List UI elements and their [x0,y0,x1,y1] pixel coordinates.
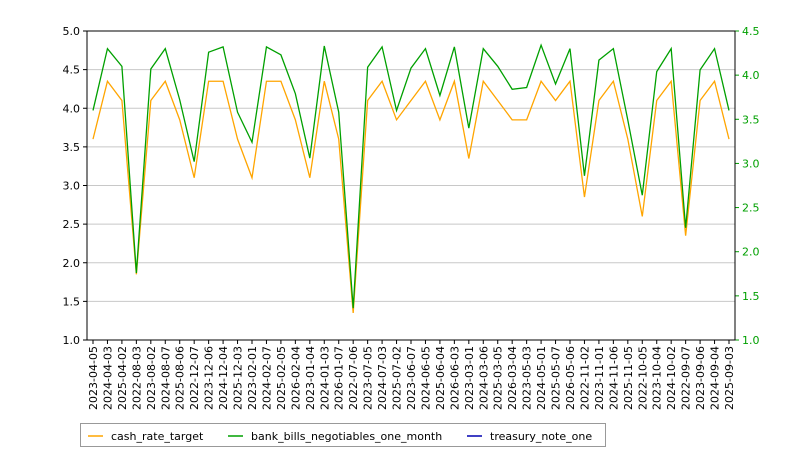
y-tick-label: 3.0 [63,180,81,193]
x-tick-label: 2024-10-02 [665,346,678,410]
x-tick-label: 2023-06-07 [405,346,418,410]
x-tick-label: 2023-12-06 [203,346,216,410]
x-tick-label: 2023-02-01 [246,346,259,410]
x-tick-label: 2023-07-05 [362,346,375,410]
x-tick-label: 2025-12-03 [232,346,245,410]
x-tick-label: 2022-09-07 [680,346,693,410]
y2-tick-label: 3.0 [742,157,760,170]
legend-label: treasury_note_one [490,430,592,443]
y2-tick-label: 2.5 [742,202,760,215]
y-tick-label: 1.0 [63,334,81,347]
series-line [92,43,730,309]
legend-box [80,423,606,447]
y-tick-label: 5.0 [63,25,81,38]
legend-label: bank_bills_negotiables_one_month [251,430,442,443]
x-tick-label: 2022-12-07 [188,346,201,410]
legend-label: cash_rate_target [111,430,204,443]
y-tick-label: 1.5 [63,295,81,308]
x-tick-label: 2023-10-04 [651,346,664,410]
x-tick-label: 2023-09-06 [694,346,707,410]
x-tick-label: 2026-02-04 [289,346,302,410]
x-tick-label: 2022-08-03 [130,346,143,410]
plot-frame [86,30,736,341]
x-tick-label: 2025-09-03 [723,346,736,410]
x-tick-label: 2023-03-01 [463,346,476,410]
x-tick-label: 2024-04-03 [101,346,114,410]
x-tick-label: 2026-01-07 [333,346,346,410]
x-tick-label: 2023-01-04 [304,346,317,410]
x-tick-label: 2025-08-06 [174,346,187,410]
x-tick-label: 2025-02-05 [275,346,288,410]
x-tick-label: 2022-07-06 [347,346,360,410]
x-tick-label: 2023-04-05 [87,346,100,410]
y2-tick-label: 4.0 [742,69,760,82]
y-tick-label: 2.5 [63,218,81,231]
x-tick-label: 2025-06-04 [434,346,447,410]
y-tick-label: 3.5 [63,141,81,154]
x-tick-label: 2023-08-02 [145,346,158,410]
x-tick-label: 2025-07-02 [391,346,404,410]
x-tick-label: 2024-03-06 [477,346,490,410]
x-tick-label: 2022-11-02 [578,346,591,410]
x-tick-label: 2024-01-03 [318,346,331,410]
x-tick-label: 2025-05-07 [550,346,563,410]
x-tick-label: 2024-12-04 [217,346,230,410]
series-line [92,78,730,314]
x-tick-label: 2024-11-06 [607,346,620,410]
y2-tick-label: 1.5 [742,290,760,303]
y2-tick-label: 4.5 [742,25,760,38]
x-tick-label: 2023-11-01 [593,346,606,410]
x-tick-label: 2026-03-04 [506,346,519,410]
x-tick-label: 2024-06-05 [419,346,432,410]
x-tick-label: 2022-10-05 [636,346,649,410]
y-tick-label: 4.5 [63,64,81,77]
x-tick-label: 2024-02-07 [260,346,273,410]
x-tick-label: 2025-11-05 [622,346,635,410]
y-tick-label: 4.0 [63,102,81,115]
x-tick-label: 2026-06-03 [448,346,461,410]
x-tick-label: 2023-05-03 [521,346,534,410]
x-tick-label: 2024-09-04 [709,346,722,410]
y2-tick-label: 2.0 [742,246,760,259]
x-tick-label: 2026-05-06 [564,346,577,410]
x-tick-label: 2025-03-05 [492,346,505,410]
x-tick-label: 2024-05-01 [535,346,548,410]
x-tick-label: 2024-08-07 [159,346,172,410]
y2-tick-label: 3.5 [742,113,760,126]
y2-tick-label: 1.0 [742,334,760,347]
x-tick-label: 2025-04-02 [116,346,129,410]
x-tick-label: 2024-07-03 [376,346,389,410]
y-tick-label: 2.0 [63,257,81,270]
